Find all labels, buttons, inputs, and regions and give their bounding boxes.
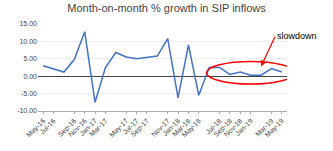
svg-text:Jan-18: Jan-18	[161, 117, 181, 137]
svg-text:Mar-18: Mar-18	[171, 117, 192, 138]
svg-text:10.00: 10.00	[19, 38, 37, 45]
svg-text:Sep-17: Sep-17	[129, 117, 151, 139]
svg-text:Jul-16: Jul-16	[38, 117, 57, 136]
svg-text:May-18: May-18	[181, 117, 203, 139]
svg-text:slowdown: slowdown	[277, 31, 317, 41]
svg-text:Jan-19: Jan-19	[234, 117, 254, 137]
svg-text:Jul-18: Jul-18	[204, 117, 223, 136]
svg-text:5.00: 5.00	[23, 55, 37, 62]
svg-text:Jan-17: Jan-17	[78, 117, 98, 137]
svg-text:Sep-18: Sep-18	[212, 117, 234, 139]
svg-text:Month-on-month % growth in SIP: Month-on-month % growth in SIP inflows	[67, 2, 266, 14]
svg-text:Mar-19: Mar-19	[254, 117, 275, 138]
svg-text:-10.00: -10.00	[17, 107, 37, 114]
svg-text:Jul-17: Jul-17	[121, 117, 140, 136]
svg-text:May-19: May-19	[264, 117, 286, 139]
svg-text:May-16: May-16	[25, 117, 47, 139]
svg-text:Sep-16: Sep-16	[57, 117, 79, 139]
svg-text:Nov-17: Nov-17	[150, 117, 171, 138]
svg-text:Nov-18: Nov-18	[223, 117, 244, 138]
svg-text:May-17: May-17	[108, 117, 130, 139]
svg-text:Nov-16: Nov-16	[67, 117, 88, 138]
svg-text:-5.00: -5.00	[21, 90, 37, 97]
svg-text:0.00: 0.00	[23, 73, 37, 80]
svg-text:Mar-17: Mar-17	[88, 117, 109, 138]
svg-text:15.00: 15.00	[19, 20, 37, 27]
